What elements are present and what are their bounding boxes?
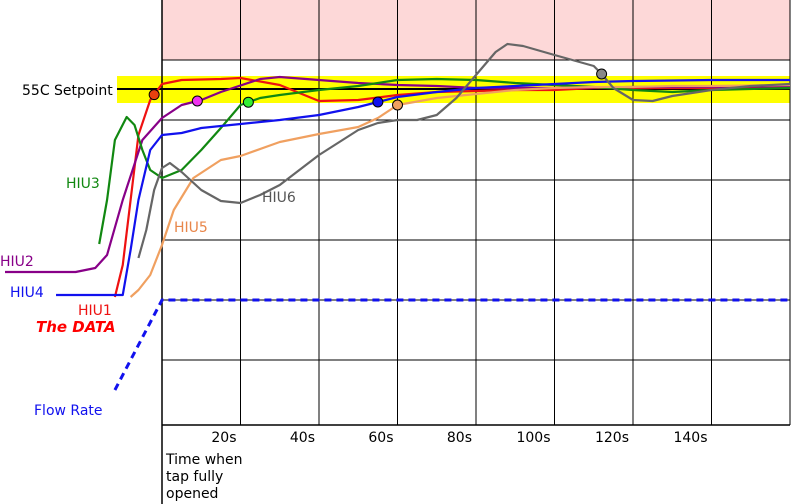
x-tick-labels: 20s 40s 60s 80s 100s 120s 140s (211, 430, 707, 446)
marker-hiu1 (148, 89, 160, 101)
series-label-hiu6: HIU6 (262, 190, 296, 206)
series-label-hiu4: HIU4 (10, 285, 44, 301)
x-tick-label-5: 120s (595, 430, 629, 446)
marker-hiu4 (372, 96, 384, 108)
flow-rate-series (113, 298, 790, 391)
x-axis-title-line-3: opened (166, 486, 218, 502)
flow-rate-label: Flow Rate (34, 403, 103, 419)
series-label-hiu3: HIU3 (66, 176, 100, 192)
marker-hiu2 (191, 95, 203, 107)
x-tick-label-0: 20s (211, 430, 236, 446)
annotation-the-data: The DATA (36, 318, 116, 336)
x-axis-title-line-1: Time when (165, 452, 243, 468)
x-tick-label-6: 140s (673, 430, 707, 446)
series-group (5, 42, 791, 298)
flow-rate-line (113, 298, 790, 391)
marker-hiu5 (392, 99, 403, 111)
x-tick-label-4: 100s (516, 430, 550, 446)
setpoint-label: 55C Setpoint (22, 83, 113, 99)
series-line-hiu4 (56, 78, 790, 297)
x-axis-title-line-2: tap fully (166, 469, 223, 485)
marker-hiu6 (596, 68, 608, 80)
x-tick-label-1: 40s (290, 430, 315, 446)
series-label-hiu2: HIU2 (0, 254, 34, 270)
series-line-hiu6 (137, 42, 791, 259)
x-tick-label-2: 60s (368, 430, 393, 446)
series-label-hiu1: HIU1 (78, 303, 112, 319)
grid (162, 0, 791, 425)
x-tick-label-3: 80s (447, 430, 472, 446)
series-line-hiu1 (113, 76, 790, 298)
marker-hiu3 (242, 96, 254, 108)
series-label-hiu5: HIU5 (174, 220, 208, 236)
